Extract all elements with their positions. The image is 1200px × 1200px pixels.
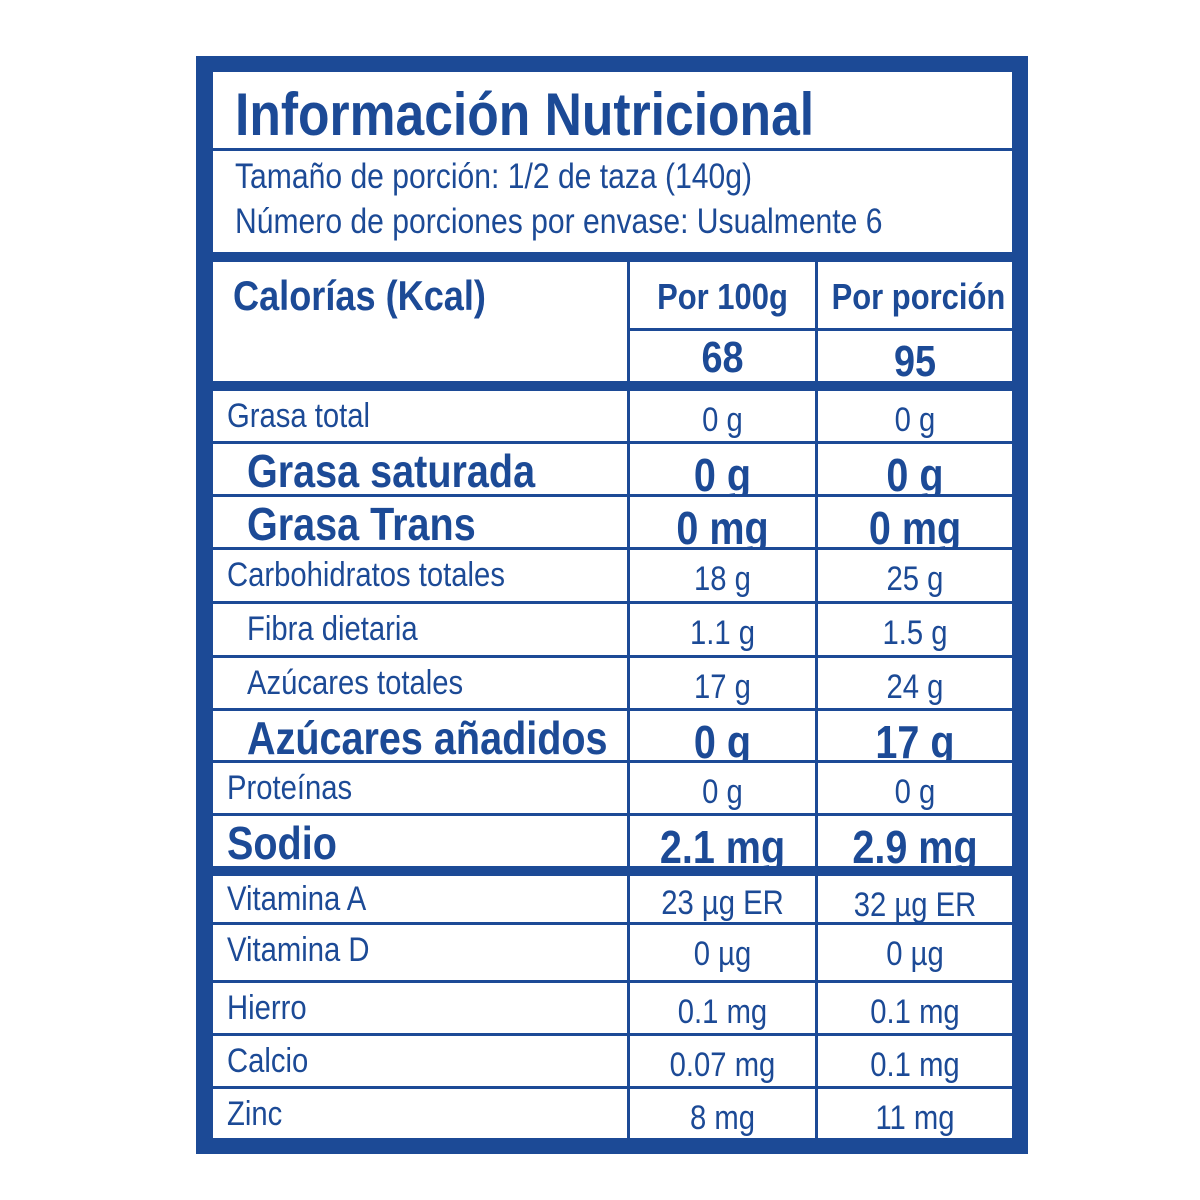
value-per-serving: 0.1 mg — [870, 993, 960, 1031]
nutrient-label: Grasa Trans — [247, 498, 476, 547]
per-100g-header: Por 100g — [657, 276, 788, 317]
nutrient-label: Calcio — [227, 1042, 309, 1080]
nutrient-label: Fibra dietaria — [247, 610, 418, 648]
nutrient-row: Carbohidratos totales 18 g 25 g — [213, 550, 1012, 601]
title-section: Información Nutricional — [213, 72, 1012, 148]
nutrient-label: Carbohidratos totales — [227, 556, 505, 594]
value-per-100g: 1.1 g — [689, 614, 756, 652]
nutrient-label: Grasa total — [227, 397, 371, 435]
per-serving-header: Por porción — [831, 276, 1006, 317]
value-per-serving: 0 g — [894, 401, 936, 439]
value-per-100g: 0 g — [693, 449, 752, 494]
value-per-serving: 11 mg — [875, 1099, 955, 1137]
value-per-100g: 0.1 mg — [677, 993, 768, 1031]
value-per-serving: 0.1 mg — [870, 1046, 960, 1084]
nutrient-label: Vitamina A — [227, 880, 367, 918]
nutrient-row: Grasa Trans 0 mg 0 mg — [213, 497, 1012, 547]
nutrient-label: Grasa saturada — [247, 445, 536, 494]
value-per-100g: 2.1 mg — [659, 821, 786, 866]
calories-section: Calorías (Kcal) Por 100g 68 Por porción … — [213, 262, 1012, 381]
value-per-100g: 18 g — [694, 560, 751, 598]
calories-per-100g: 68 — [701, 333, 744, 381]
nutrient-row: Zinc 8 mg 11 mg — [213, 1089, 1012, 1138]
nutrient-row: Hierro 0.1 mg 0.1 mg — [213, 983, 1012, 1033]
value-per-serving: 0 g — [894, 773, 936, 811]
value-per-serving: 24 g — [886, 668, 944, 706]
nutrient-row: Grasa total 0 g 0 g — [213, 391, 1012, 441]
nutrient-row: Grasa saturada 0 g 0 g — [213, 444, 1012, 494]
value-per-100g: 0 g — [702, 773, 743, 811]
value-per-serving: 17 g — [875, 716, 955, 760]
value-per-serving: 0 mg — [868, 502, 962, 547]
calories-per-serving: 95 — [893, 337, 937, 381]
value-per-serving: 25 g — [886, 560, 944, 598]
value-per-100g: 17 g — [694, 668, 751, 706]
value-per-serving: 2.9 mg — [852, 821, 978, 866]
label-title: Información Nutricional — [235, 81, 815, 148]
value-per-100g: 0 µg — [693, 935, 752, 973]
nutrient-label: Vitamina D — [227, 931, 370, 969]
servings-per-container: Número de porciones por envase: Usualmen… — [235, 202, 883, 241]
nutrient-row: Calcio 0.07 mg 0.1 mg — [213, 1036, 1012, 1086]
serving-section: Tamaño de porción: 1/2 de taza (140g) Nú… — [213, 151, 1012, 252]
value-per-100g: 0.07 mg — [669, 1046, 776, 1084]
value-per-100g: 23 µg ER — [661, 884, 784, 922]
nutrient-row: Azúcares añadidos 0 g 17 g — [213, 711, 1012, 760]
nutrient-row: Vitamina D 0 µg 0 µg — [213, 925, 1012, 980]
value-per-100g: 0 g — [693, 716, 752, 760]
nutrient-label: Hierro — [227, 989, 307, 1027]
nutrient-row: Vitamina A 23 µg ER 32 µg ER — [213, 876, 1012, 922]
value-per-100g: 8 mg — [689, 1099, 756, 1137]
value-per-serving: 32 µg ER — [853, 886, 977, 922]
value-per-serving: 0 g — [886, 449, 944, 494]
nutrient-row: Fibra dietaria 1.1 g 1.5 g — [213, 604, 1012, 655]
nutrient-row: Proteínas 0 g 0 g — [213, 763, 1012, 813]
value-per-100g: 0 mg — [676, 502, 769, 547]
serving-size: Tamaño de porción: 1/2 de taza (140g) — [235, 157, 753, 196]
nutrient-row: Sodio 2.1 mg 2.9 mg — [213, 816, 1012, 866]
nutrient-row: Azúcares totales 17 g 24 g — [213, 658, 1012, 708]
value-per-serving: 0 µg — [886, 935, 944, 973]
calories-label: Calorías (Kcal) — [233, 272, 486, 319]
nutrient-label: Azúcares totales — [247, 664, 464, 702]
nutrient-label: Zinc — [227, 1095, 283, 1133]
nutrient-label: Sodio — [227, 817, 337, 866]
value-per-serving: 1.5 g — [882, 614, 948, 652]
nutrient-label: Proteínas — [227, 769, 353, 807]
nutrient-label: Azúcares añadidos — [247, 712, 608, 760]
value-per-100g: 0 g — [702, 401, 743, 439]
